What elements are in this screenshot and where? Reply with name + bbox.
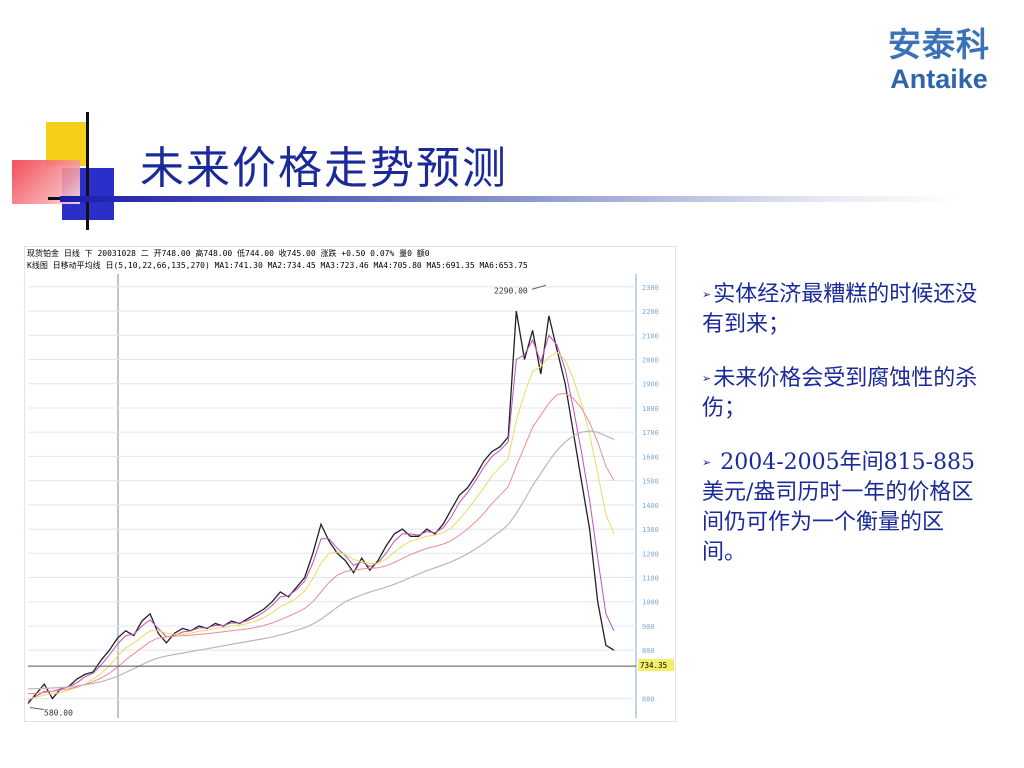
bullet-text-3: 2004-2005年间815-885美元/盎司历时一年的价格区间仍可作为一个衡量… [702,450,976,565]
title-deco-yellow-square [46,122,88,166]
title-underline [60,196,960,202]
chart-gridlines [28,274,637,718]
current-price-label: 734.35 [640,661,667,670]
chart-header-quote: 现货铂金 日线 下 20031028 二 开748.00 高748.00 低74… [27,248,430,258]
y-tick-label: 2100 [642,332,659,340]
chart-frame [23,245,677,723]
bullet-arrow-icon: ➢ [702,372,712,385]
chart-y-ticks: 2300 2200 2100 2000 1900 1800 1700 1600 1500 1400… [642,284,659,704]
bullet-item-1: ➢实体经济最糟糕的时候还没有到来； [702,280,982,340]
bullet-item-2: ➢未来价格会受到腐蚀性的杀伤； [702,364,982,424]
y-tick-label: 1100 [642,575,659,583]
high-label: 2290.00 [494,286,528,295]
y-tick-label: 1700 [642,429,659,437]
bullet-list: ➢实体经济最糟糕的时候还没有到来； ➢未来价格会受到腐蚀性的杀伤； ➢ 2004… [702,280,982,592]
low-pointer-line [29,706,45,710]
price-chart: 现货铂金 日线 下 20031028 二 开748.00 高748.00 低74… [23,245,677,723]
y-tick-label: 1300 [642,526,659,534]
y-tick-label: 600 [642,696,655,704]
high-pointer-line [531,284,547,290]
y-tick-label: 2300 [642,284,659,292]
title-deco-vertical-line [86,112,89,230]
bullet-text-2: 未来价格会受到腐蚀性的杀伤； [702,366,978,421]
series-line-3 [27,351,615,700]
current-price-tag [638,659,674,672]
low-label: 580.00 [44,708,73,717]
y-tick-label: 1000 [642,599,659,607]
company-logo: 安泰科 Antaike [878,26,1000,100]
bullet-item-3: ➢ 2004-2005年间815-885美元/盎司历时一年的价格区间仍可作为一个… [702,448,982,568]
series-line-1 [27,310,615,704]
slide-title: 未来价格走势预测 [140,143,508,194]
y-tick-label: 2200 [642,308,659,316]
y-tick-label: 1200 [642,550,659,558]
bullet-arrow-icon: ➢ [702,288,712,301]
chart-header-ma: K线图 日移动平均线 日(5,10,22,66,135,270) MA1:741… [27,260,528,270]
logo-english-text: Antaike [890,64,988,94]
series-line-4 [27,392,615,695]
bullet-arrow-icon: ➢ [702,456,712,469]
series-line-2 [27,334,615,702]
y-tick-label: 1800 [642,405,659,413]
bullet-text-1: 实体经济最糟糕的时候还没有到来； [702,282,978,337]
y-tick-label: 1600 [642,453,659,461]
y-tick-label: 900 [642,623,655,631]
chart-series [27,310,615,704]
y-tick-label: 1400 [642,502,659,510]
logo-chinese-text: 安泰科 [888,25,990,64]
price-chart-svg: 现货铂金 日线 下 20031028 二 开748.00 高748.00 低74… [23,245,677,723]
y-tick-label: 1900 [642,381,659,389]
series-line-5 [27,430,615,690]
y-tick-label: 800 [642,647,655,655]
y-tick-label: 1500 [642,478,659,486]
y-tick-label: 2000 [642,357,659,365]
chart-annotations: 734.35 2290.00 580.00 [28,284,674,717]
